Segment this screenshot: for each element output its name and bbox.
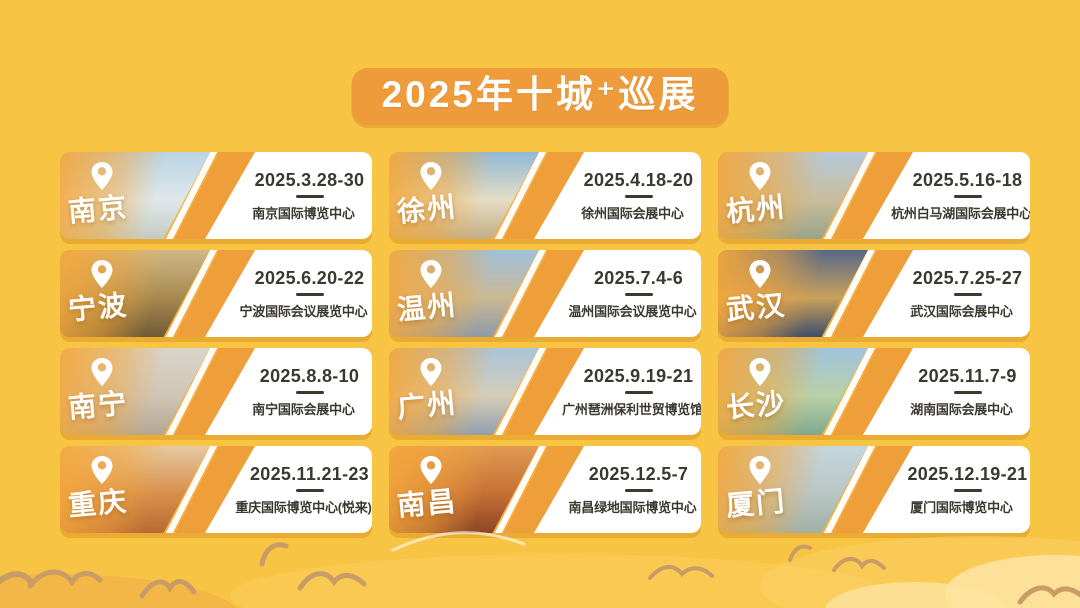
city-card: 厦门 2025.12.19-21 厦门国际博览中心 xyxy=(718,446,1030,533)
cloud-icon xyxy=(825,582,1005,608)
event-date: 2025.12.19-21 xyxy=(907,463,1028,484)
info-panel: 2025.7.4-6 温州国际会议展览中心 xyxy=(534,250,701,337)
city-card: 温州 2025.7.4-6 温州国际会议展览中心 xyxy=(389,250,701,337)
date-underline xyxy=(953,390,982,394)
title-banner: 2025年十城⁺巡展 xyxy=(351,68,729,125)
event-date: 2025.3.28-30 xyxy=(254,169,365,190)
cloud-icon xyxy=(760,536,1080,608)
venue-name: 徐州国际会展中心 xyxy=(581,205,684,221)
city-grid: 南京 2025.3.28-30 南京国际博览中心 徐州 2025.4.18-20 xyxy=(60,152,1030,533)
event-date: 2025.7.4-6 xyxy=(593,267,684,288)
location-pin-icon xyxy=(91,358,113,386)
city-photo: 南京 xyxy=(60,152,210,239)
city-card: 南京 2025.3.28-30 南京国际博览中心 xyxy=(60,152,372,239)
date-underline xyxy=(295,488,324,492)
venue-name: 温州国际会议展览中心 xyxy=(568,303,697,319)
location-pin-icon xyxy=(91,260,113,288)
date-underline xyxy=(624,488,653,492)
bird-icon xyxy=(297,571,367,591)
city-name: 广州 xyxy=(395,387,459,424)
city-name: 南宁 xyxy=(66,387,130,424)
date-underline xyxy=(295,292,324,296)
cloud-icon xyxy=(945,555,1080,608)
venue-name: 杭州白马湖国际会展中心 xyxy=(891,205,1030,221)
location-pin-icon xyxy=(91,162,113,190)
event-date: 2025.6.20-22 xyxy=(254,267,365,288)
event-date: 2025.7.25-27 xyxy=(912,267,1023,288)
event-date: 2025.11.7-9 xyxy=(918,365,1017,386)
city-card: 广州 2025.9.19-21 广州琶洲保利世贸博览馆 xyxy=(389,348,701,435)
date-underline xyxy=(953,292,982,296)
date-underline xyxy=(295,390,324,394)
city-name: 武汉 xyxy=(724,289,788,326)
cloud-icon xyxy=(230,554,890,608)
location-pin-icon xyxy=(420,456,442,484)
city-card: 宁波 2025.6.20-22 宁波国际会议展览中心 xyxy=(60,250,372,337)
date-underline xyxy=(624,390,653,394)
date-underline xyxy=(953,194,982,198)
event-date: 2025.5.16-18 xyxy=(912,169,1023,190)
city-name: 南京 xyxy=(66,191,130,228)
venue-name: 南昌绿地国际博览中心 xyxy=(568,499,697,515)
city-name: 宁波 xyxy=(66,289,130,326)
location-pin-icon xyxy=(91,456,113,484)
location-pin-icon xyxy=(749,260,771,288)
location-pin-icon xyxy=(749,162,771,190)
city-card: 徐州 2025.4.18-20 徐州国际会展中心 xyxy=(389,152,701,239)
city-card: 重庆 2025.11.21-23 重庆国际博览中心(悦来) xyxy=(60,446,372,533)
bird-icon xyxy=(139,579,197,599)
venue-name: 厦门国际博览中心 xyxy=(910,499,1013,515)
city-card: 杭州 2025.5.16-18 杭州白马湖国际会展中心 xyxy=(718,152,1030,239)
event-date: 2025.4.18-20 xyxy=(583,169,694,190)
info-panel: 2025.11.21-23 重庆国际博览中心(悦来) xyxy=(205,446,372,533)
date-underline xyxy=(624,292,653,296)
city-name: 南昌 xyxy=(395,485,459,522)
city-name: 杭州 xyxy=(724,191,788,228)
city-card: 武汉 2025.7.25-27 武汉国际会展中心 xyxy=(718,250,1030,337)
event-date: 2025.9.19-21 xyxy=(583,365,694,386)
venue-name: 宁波国际会议展览中心 xyxy=(239,303,368,319)
date-underline xyxy=(295,194,324,198)
venue-name: 重庆国际博览中心(悦来) xyxy=(235,499,372,515)
venue-name: 南京国际博览中心 xyxy=(252,205,355,221)
event-date: 2025.12.5-7 xyxy=(588,463,689,484)
city-name: 重庆 xyxy=(66,485,130,522)
location-pin-icon xyxy=(420,358,442,386)
city-name: 徐州 xyxy=(395,191,459,228)
venue-name: 广州琶洲保利世贸博览馆 xyxy=(562,401,701,417)
city-name: 厦门 xyxy=(724,485,788,522)
bird-icon xyxy=(832,557,886,572)
location-pin-icon xyxy=(420,260,442,288)
location-pin-icon xyxy=(749,456,771,484)
location-pin-icon xyxy=(420,162,442,190)
city-card: 南宁 2025.8.8-10 南宁国际会展中心 xyxy=(60,348,372,435)
bird-icon xyxy=(0,571,35,587)
bird-icon xyxy=(1017,585,1080,605)
bird-icon xyxy=(788,544,812,562)
city-card: 南昌 2025.12.5-7 南昌绿地国际博览中心 xyxy=(389,446,701,533)
info-panel: 2025.12.5-7 南昌绿地国际博览中心 xyxy=(534,446,701,533)
city-name: 长沙 xyxy=(724,387,788,424)
page-title: 2025年十城⁺巡展 xyxy=(381,74,699,115)
date-underline xyxy=(953,488,982,492)
cloud-icon xyxy=(0,574,237,608)
venue-name: 湖南国际会展中心 xyxy=(910,401,1013,417)
location-pin-icon xyxy=(749,358,771,386)
bird-icon xyxy=(27,569,103,589)
wave-line-icon xyxy=(391,531,526,552)
bird-icon xyxy=(259,542,289,567)
event-date: 2025.8.8-10 xyxy=(259,365,360,386)
venue-name: 南宁国际会展中心 xyxy=(252,401,355,417)
event-date: 2025.11.21-23 xyxy=(249,463,369,484)
date-underline xyxy=(624,194,653,198)
bird-icon xyxy=(648,565,714,580)
city-name: 温州 xyxy=(395,289,459,326)
city-card: 长沙 2025.11.7-9 湖南国际会展中心 xyxy=(718,348,1030,435)
venue-name: 武汉国际会展中心 xyxy=(910,303,1013,319)
